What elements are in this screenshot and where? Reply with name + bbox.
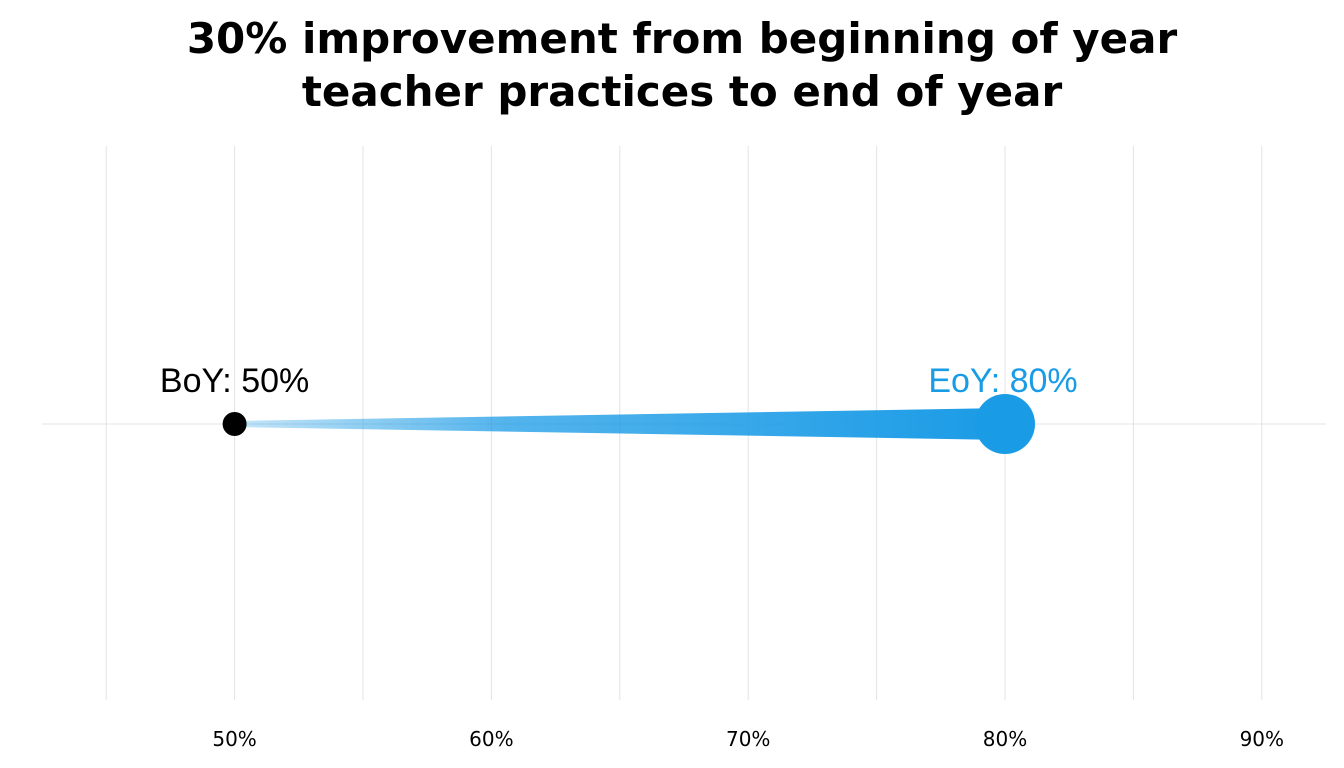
chart-marks: BoY: 50% EoY: 80%: [160, 362, 1078, 454]
chart-title-line-1: 30% improvement from beginning of year: [186, 14, 1178, 63]
boy-point: [222, 412, 247, 436]
eoy-point: [975, 394, 1035, 454]
x-tick-label: 70%: [726, 727, 770, 751]
chart-title-line-2: teacher practices to end of year: [301, 67, 1063, 116]
eoy-label: EoY: 80%: [928, 362, 1077, 400]
chart-title: 30% improvement from beginning of year t…: [0, 12, 1344, 118]
boy-label: BoY: 50%: [160, 362, 309, 400]
x-tick-label: 90%: [1240, 727, 1284, 751]
x-tick-label: 80%: [983, 727, 1027, 751]
x-tick-label: 50%: [212, 727, 256, 751]
x-tick-label: 60%: [469, 727, 513, 751]
connector-wedge: [234, 408, 1006, 440]
x-axis-tick-labels: 50% 60% 70% 80% 90%: [212, 727, 1284, 751]
